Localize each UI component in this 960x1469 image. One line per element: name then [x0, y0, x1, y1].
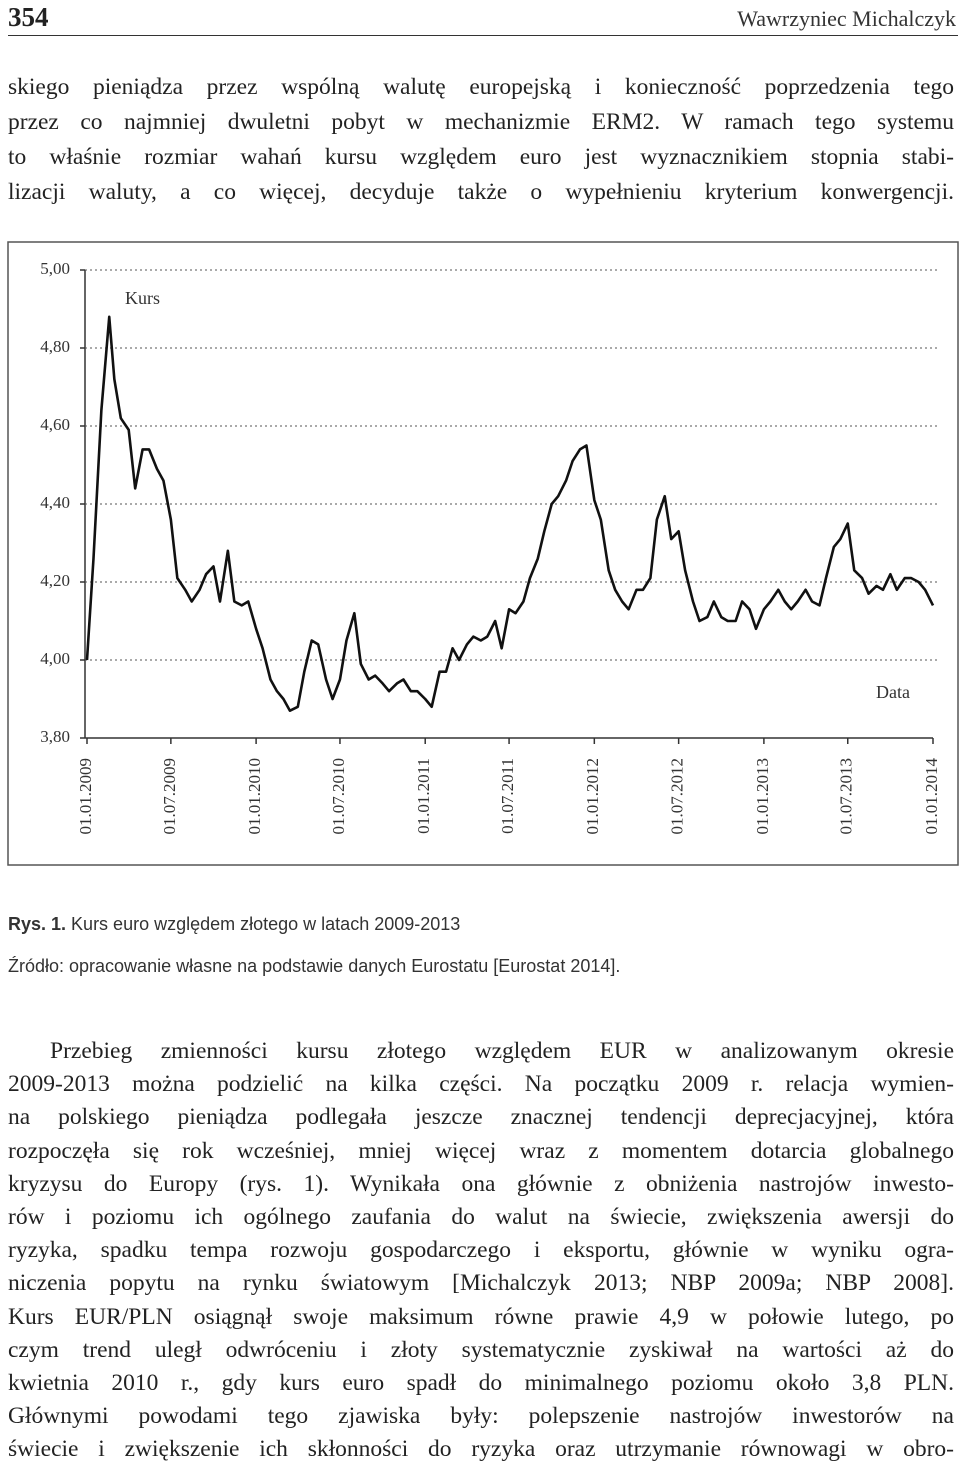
text-line: Kurs EUR/PLN osiągnął swoje maksimum rów…: [8, 1303, 954, 1330]
x-tick-label: 01.07.2010: [329, 758, 348, 835]
text-line: na polskiego pieniądza podlegała jeszcze…: [8, 1104, 954, 1131]
x-tick-label: 01.07.2013: [837, 758, 856, 835]
y-tick-label: 4,80: [40, 337, 70, 356]
chart-frame: [7, 241, 959, 866]
y-axis-label: Kurs: [125, 288, 160, 308]
text-line: niczenia popytu na rynku światowym [Mich…: [8, 1270, 954, 1297]
text-line: to właśnie rozmiar wahań kursu względem …: [8, 144, 954, 170]
paragraph: skiego pieniądza przez wspólną walutę eu…: [8, 70, 954, 210]
text-line: rów i poziomu ich ogólnego zaufania do w…: [8, 1203, 954, 1230]
chart: Kurs Data 3,80 4,00 4,20 4,40 4,60 4,80 5,00 01…: [7, 241, 959, 866]
text-line: kryzysu do Europy (rys. 1). Wynikała ona…: [8, 1170, 954, 1197]
caption-text: Kurs euro względem złotego w latach 2009…: [71, 914, 461, 934]
text-line: kwietnia 2010 r., gdy kurs euro spadł do…: [8, 1369, 954, 1396]
y-tick-label: 4,20: [40, 571, 70, 590]
x-tick-label: 01.07.2011: [498, 758, 517, 834]
x-tick-label: 01.07.2012: [668, 758, 687, 835]
y-tick-label: 4,60: [40, 415, 70, 434]
running-head: Wawrzyniec Michalczyk: [737, 6, 956, 31]
figure-caption: Rys. 1. Kurs euro względem złotego w lata…: [8, 914, 460, 935]
x-tick-label: 01.07.2009: [160, 758, 179, 835]
y-tick-label: 5,00: [40, 259, 70, 278]
line-series: [85, 315, 935, 712]
x-tick-label: 01.01.2012: [583, 758, 602, 835]
y-tick-label: 4,40: [40, 493, 70, 512]
text-line: rozpoczęła się rok wcześniej, mniej więc…: [8, 1137, 954, 1164]
x-axis-label: Data: [876, 682, 910, 702]
text-line: przez co najmniej dwuletni pobyt w mecha…: [8, 109, 954, 135]
text-line: Przebieg zmienności kursu złotego względ…: [50, 1038, 954, 1064]
text-line: skiego pieniądza przez wspólną walutę eu…: [8, 74, 954, 100]
text-line: 2009-2013 można podzielić na kilka częśc…: [8, 1071, 954, 1098]
caption-label: Rys. 1.: [8, 914, 67, 934]
y-tick-label: 4,00: [40, 649, 70, 668]
text-line: czym trend uległ odwróceniu i złoty syst…: [8, 1336, 954, 1363]
page-number: 354: [8, 2, 49, 32]
text-line: ryzyka, spadku tempa rozwoju gospodarcze…: [8, 1237, 954, 1264]
text-line: świecie i zwiększenie ich skłonności do …: [8, 1436, 954, 1463]
x-tick-label: 01.01.2014: [922, 758, 941, 835]
paragraph: Przebieg zmienności kursu złotego względ…: [8, 1035, 954, 1466]
header-rule: [8, 35, 958, 36]
figure-source: Źródło: opracowanie własne na podstawie …: [8, 956, 621, 976]
y-tick-label: 3,80: [40, 727, 70, 746]
x-tick-label: 01.01.2010: [245, 758, 264, 835]
x-tick-label: 01.01.2011: [414, 758, 433, 834]
x-tick-label: 01.01.2013: [753, 758, 772, 835]
text-line: lizacji waluty, a co więcej, decyduje ta…: [8, 179, 954, 205]
text-line: Głównymi powodami tego zjawiska były: po…: [8, 1403, 954, 1430]
x-tick-label: 01.01.2009: [76, 758, 95, 835]
